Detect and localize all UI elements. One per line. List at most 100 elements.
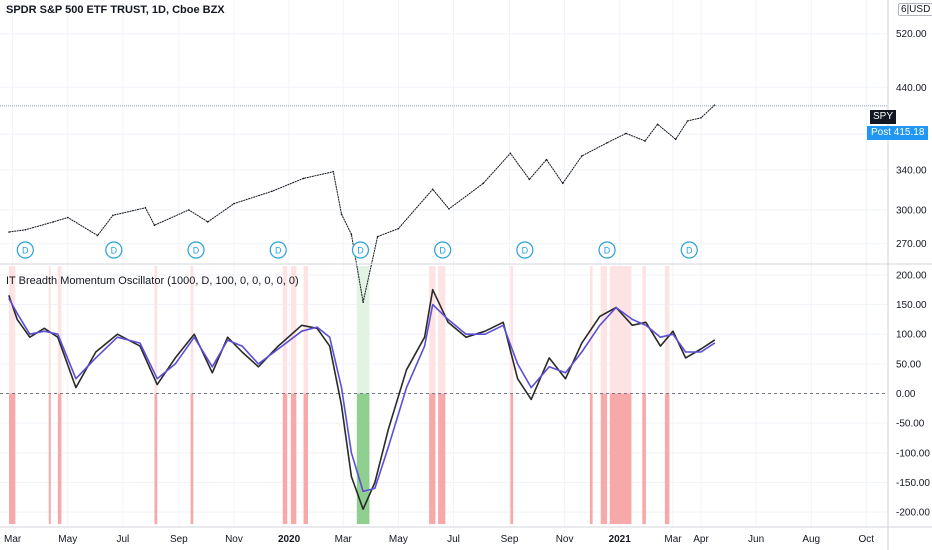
oscillator-signal-point: [530, 386, 532, 389]
price-point: [24, 228, 27, 231]
price-point: [580, 155, 583, 157]
oscillator-signal-point: [465, 333, 467, 335]
signal-band-lower: [438, 393, 446, 524]
x-tick-label: Oct: [859, 534, 875, 545]
price-point: [332, 170, 335, 173]
oscillator-signal-point: [599, 324, 601, 326]
oscillator-fast-point: [672, 330, 674, 332]
oscillator-fast-point: [423, 336, 426, 338]
price-point: [482, 182, 485, 185]
oscillator-signal-point: [672, 333, 674, 335]
price-point: [397, 227, 400, 230]
signal-band-lower: [48, 393, 51, 524]
x-tick-label: Jul: [116, 534, 129, 545]
signal-band-upper: [438, 266, 446, 394]
price-point: [233, 202, 235, 205]
signal-band-lower: [9, 393, 16, 524]
price-point: [431, 188, 434, 191]
oscillator-signal-point: [16, 312, 18, 315]
price-point: [700, 116, 702, 119]
x-tick-label: Sep: [501, 534, 519, 545]
price-point: [606, 141, 608, 144]
signal-band-lower: [282, 393, 288, 524]
oscillator-signal-line[interactable]: [8, 298, 716, 493]
symbol-title[interactable]: SPDR S&P 500 ETF TRUST, 1D, Cboe BZX: [6, 4, 225, 16]
oscillator-signal-point: [241, 345, 243, 347]
oscillator-fast-point: [227, 336, 229, 338]
dividend-marker[interactable]: D: [598, 241, 616, 259]
price-point: [144, 207, 147, 209]
oscillator-signal-point: [116, 336, 119, 338]
currency-label: USD: [909, 4, 931, 15]
price-point: [686, 120, 689, 122]
signal-band-upper: [290, 266, 297, 394]
price-point: [188, 209, 190, 211]
oscillator-signal-point: [615, 306, 617, 309]
x-tick-label: 2021: [609, 534, 632, 545]
oscillator-signal-point: [329, 336, 331, 338]
oscillator-fast-point: [329, 345, 331, 347]
currency-button[interactable]: 6|USD: [898, 3, 932, 16]
oscillator-signal-point: [564, 372, 567, 374]
price-point: [561, 182, 564, 185]
dividend-marker-label: D: [193, 246, 200, 256]
oscillator-signal-point: [316, 326, 318, 328]
oscillator-fast-point: [301, 324, 303, 326]
oscillator-fast-point: [645, 321, 647, 323]
price-point: [350, 233, 353, 236]
signal-band-lower: [356, 393, 370, 524]
oscillator-fast-point: [581, 342, 583, 344]
oscillator-fast-point: [484, 330, 486, 332]
oscillator-signal-point: [95, 357, 97, 359]
oscillator-signal-point: [374, 487, 376, 490]
dividend-marker[interactable]: D: [187, 241, 205, 259]
price-y-tick-label: 300.00: [896, 205, 927, 216]
dividend-marker[interactable]: D: [105, 241, 123, 259]
dividend-marker[interactable]: D: [680, 241, 698, 259]
osc-y-tick-label: -100.00: [896, 448, 930, 459]
oscillator-signal-point: [581, 351, 583, 353]
price-series-line[interactable]: [8, 104, 715, 303]
x-tick-label: Sep: [170, 534, 188, 545]
dividend-marker[interactable]: D: [16, 241, 34, 259]
oscillator-fast-point: [374, 481, 376, 484]
oscillator-signal-point: [350, 452, 353, 454]
x-tick-label: May: [389, 534, 408, 545]
oscillator-signal-point: [8, 298, 10, 300]
oscillator-fast-point: [139, 345, 141, 347]
oscillator-signal-point: [700, 351, 702, 353]
oscillator-fast-point: [659, 345, 661, 347]
signal-band-upper: [9, 266, 16, 394]
oscillator-fast-point: [548, 357, 550, 359]
signal-band-lower: [429, 393, 436, 524]
oscillator-signal-point: [75, 378, 77, 380]
dividend-marker-label: D: [686, 246, 693, 256]
oscillator-signal-point: [174, 363, 176, 365]
dividend-marker[interactable]: D: [434, 241, 452, 259]
oscillator-fast-point: [465, 336, 467, 338]
x-tick-label: Jul: [447, 534, 460, 545]
oscillator-fast-point: [447, 321, 449, 323]
oscillator-signal-point: [277, 348, 279, 350]
dividend-marker[interactable]: D: [351, 241, 370, 259]
indicator-title[interactable]: IT Breadth Momentum Oscillator (1000, D,…: [6, 275, 299, 287]
osc-y-tick-label: -50.00: [896, 419, 925, 430]
oscillator-fast-point: [530, 398, 532, 401]
x-tick-label: Mar: [664, 534, 682, 545]
signal-band-upper: [282, 266, 288, 394]
oscillator-fast-point: [174, 357, 176, 359]
price-point: [153, 224, 156, 227]
dividend-marker-circle: [351, 241, 370, 259]
oscillator-fast-point: [502, 321, 504, 323]
price-pane[interactable]: [0, 104, 888, 303]
oscillator-fast-point: [387, 428, 390, 430]
oscillator-pane[interactable]: [0, 288, 888, 510]
dividend-marker-circle: [680, 241, 698, 259]
dividend-marker[interactable]: D: [269, 241, 287, 259]
oscillator-signal-point: [43, 330, 45, 332]
dividend-marker-circle: [269, 241, 287, 259]
dividend-marker[interactable]: D: [516, 241, 534, 259]
signal-band-lower: [290, 393, 297, 524]
oscillator-fast-point: [700, 348, 702, 350]
signal-band-upper: [664, 266, 670, 394]
